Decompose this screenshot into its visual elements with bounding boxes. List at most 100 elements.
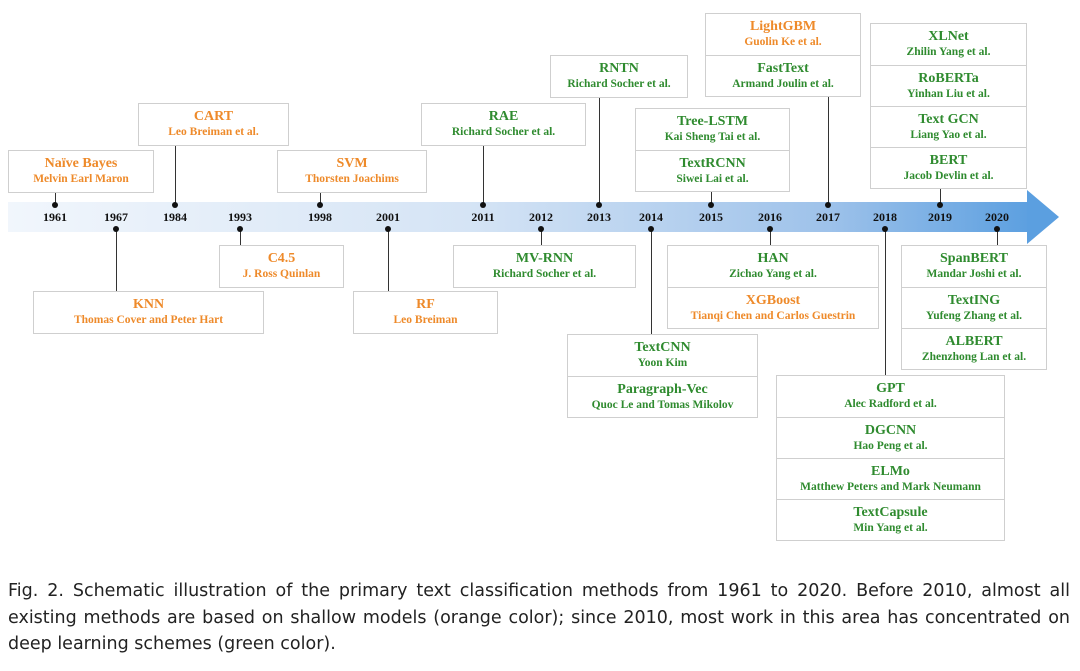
method-entry: Paragraph-Vec Quoc Le and Tomas Mikolov (568, 376, 757, 417)
method-author: Zhenzhong Lan et al. (921, 350, 1027, 363)
method-entry: C4.5 J. Ross Quinlan (220, 246, 343, 287)
timeline-dot-2014 (648, 226, 654, 232)
timeline-dot-2017 (825, 202, 831, 208)
method-box-y2014: TextCNN Yoon Kim Paragraph-Vec Quoc Le and … (567, 334, 758, 418)
connector-line-1967 (116, 229, 117, 291)
method-entry: ELMo Matthew Peters and Mark Neumann (777, 458, 1004, 499)
method-author: Quoc Le and Tomas Mikolov (591, 398, 734, 411)
method-author: Jacob Devlin et al. (903, 169, 994, 182)
method-name: Paragraph-Vec (617, 381, 708, 397)
method-entry: RoBERTa Yinhan Liu et al. (871, 65, 1026, 106)
method-author: Zichao Yang et al. (729, 268, 817, 280)
method-author: Liang Yao et al. (910, 128, 987, 141)
method-author: J. Ross Quinlan (242, 268, 321, 280)
timeline-dot-2019 (937, 202, 943, 208)
method-entry: SVM Thorsten Joachims (278, 151, 426, 192)
method-name: ELMo (871, 463, 910, 479)
method-author: Yufeng Zhang et al. (925, 309, 1023, 322)
year-label-2014: 2014 (639, 210, 663, 224)
method-author: Zhilin Yang et al. (906, 46, 991, 58)
year-label-1961: 1961 (43, 210, 67, 224)
timeline-dot-2015 (708, 202, 714, 208)
method-name: SpanBERT (940, 251, 1008, 266)
year-label-2019: 2019 (928, 210, 952, 224)
method-author: Hao Peng et al. (853, 439, 928, 452)
year-label-1998: 1998 (308, 210, 332, 224)
method-name: GPT (876, 381, 905, 396)
method-entry: Text GCN Liang Yao et al. (871, 106, 1026, 147)
connector-line-2018 (885, 229, 886, 375)
method-entry: Naïve Bayes Melvin Earl Maron (9, 151, 153, 192)
year-label-2012: 2012 (529, 210, 553, 224)
method-name: KNN (132, 297, 165, 312)
method-name: TextCapsule (853, 504, 928, 520)
year-label-2001: 2001 (376, 210, 400, 224)
method-author: Guolin Ke et al. (744, 36, 822, 48)
connector-line-2019 (940, 189, 941, 205)
method-name: ALBERT (945, 333, 1003, 349)
method-name: HAN (757, 251, 789, 266)
year-label-2011: 2011 (471, 210, 495, 224)
method-entry: RAE Richard Socher et al. (422, 104, 585, 145)
method-author: Leo Breiman (393, 314, 458, 326)
connector-line-2012 (541, 229, 542, 245)
timeline-dot-2012 (538, 226, 544, 232)
method-author: Melvin Earl Maron (33, 173, 129, 185)
method-name: LightGBM (749, 19, 817, 34)
method-entry: SpanBERT Mandar Joshi et al. (902, 246, 1046, 287)
method-author: Richard Socher et al. (567, 78, 671, 90)
method-name: RAE (488, 109, 519, 124)
timeline-dot-1967 (113, 226, 119, 232)
year-label-2017: 2017 (816, 210, 840, 224)
method-author: Yinhan Liu et al. (907, 87, 990, 100)
method-box-knn: KNN Thomas Cover and Peter Hart (33, 291, 264, 334)
timeline-axis (8, 202, 1033, 232)
connector-line-1984 (175, 146, 176, 205)
method-entry: LightGBM Guolin Ke et al. (706, 14, 860, 55)
method-entry: TextCapsule Min Yang et al. (777, 499, 1004, 540)
method-name: XGBoost (745, 292, 801, 308)
year-label-1993: 1993 (228, 210, 252, 224)
method-name: MV-RNN (515, 251, 574, 266)
connector-line-1961 (55, 193, 56, 205)
method-name: Text GCN (918, 111, 979, 127)
method-name: XLNet (928, 29, 969, 44)
method-name: DGCNN (864, 422, 917, 438)
method-author: Mandar Joshi et al. (926, 268, 1022, 280)
timeline-dot-1961 (52, 202, 58, 208)
method-entry: MV-RNN Richard Socher et al. (454, 246, 635, 287)
method-author: Siwei Lai et al. (676, 172, 749, 185)
timeline-dot-2018 (882, 226, 888, 232)
method-entry: HAN Zichao Yang et al. (668, 246, 878, 287)
method-entry: CART Leo Breiman et al. (139, 104, 288, 145)
method-author: Richard Socher et al. (492, 268, 597, 280)
year-label-2018: 2018 (873, 210, 897, 224)
method-box-y2015: Tree-LSTM Kai Sheng Tai et al. TextRCNN Siw… (635, 108, 790, 192)
method-name: SVM (336, 156, 368, 171)
timeline-dot-2011 (480, 202, 486, 208)
year-label-2015: 2015 (699, 210, 723, 224)
method-entry: FastText Armand Joulin et al. (706, 55, 860, 96)
figure-caption: Fig. 2. Schematic illustration of the pr… (8, 581, 1070, 654)
method-box-y2019: XLNet Zhilin Yang et al. RoBERTa Yinhan Liu… (870, 23, 1027, 189)
method-box-rntn: RNTN Richard Socher et al. (550, 55, 688, 98)
year-label-1967: 1967 (104, 210, 128, 224)
method-box-y2018: GPT Alec Radford et al. DGCNN Hao Peng et a… (776, 375, 1005, 541)
method-box-cart: CART Leo Breiman et al. (138, 103, 289, 146)
timeline-dot-1984 (172, 202, 178, 208)
method-entry: TextING Yufeng Zhang et al. (902, 287, 1046, 328)
timeline-dot-1998 (317, 202, 323, 208)
method-author: Thorsten Joachims (305, 173, 399, 185)
method-author: Kai Sheng Tai et al. (664, 131, 761, 143)
method-author: Yoon Kim (637, 357, 688, 369)
method-author: Thomas Cover and Peter Hart (73, 314, 224, 326)
method-box-y2017: LightGBM Guolin Ke et al. FastText Armand J… (705, 13, 861, 97)
timeline-dot-2020 (994, 226, 1000, 232)
method-entry: GPT Alec Radford et al. (777, 376, 1004, 417)
connector-line-2017 (828, 97, 829, 205)
connector-line-1998 (320, 193, 321, 205)
method-entry: KNN Thomas Cover and Peter Hart (34, 292, 263, 333)
connector-line-2014 (651, 229, 652, 334)
method-entry: TextRCNN Siwei Lai et al. (636, 150, 789, 191)
method-name: BERT (929, 152, 968, 168)
